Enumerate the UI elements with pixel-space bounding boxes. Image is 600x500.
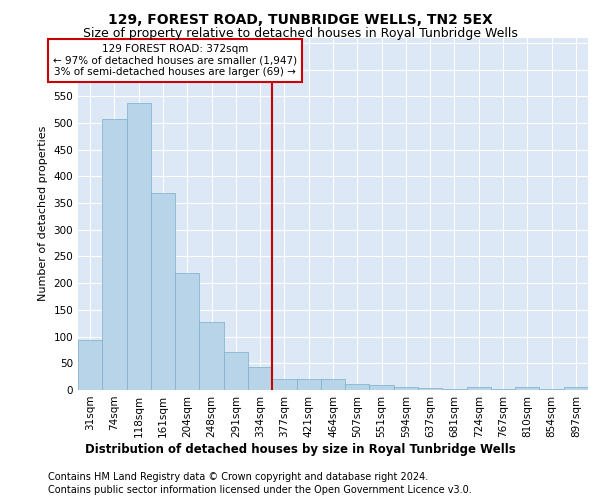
Bar (321, 380, 345, 390)
Bar (345, 384, 370, 390)
Bar (564, 388, 588, 390)
Bar (102, 119, 127, 390)
Bar (151, 193, 175, 390)
Bar (394, 388, 418, 390)
Text: Size of property relative to detached houses in Royal Tunbridge Wells: Size of property relative to detached ho… (83, 28, 517, 40)
Text: 129 FOREST ROAD: 372sqm
← 97% of detached houses are smaller (1,947)
3% of semi-: 129 FOREST ROAD: 372sqm ← 97% of detache… (53, 44, 297, 77)
Bar (224, 352, 248, 390)
Bar (418, 388, 442, 390)
Text: Contains public sector information licensed under the Open Government Licence v3: Contains public sector information licen… (48, 485, 472, 495)
Bar (515, 387, 539, 390)
Text: Contains HM Land Registry data © Crown copyright and database right 2024.: Contains HM Land Registry data © Crown c… (48, 472, 428, 482)
Bar (272, 380, 296, 390)
Text: 129, FOREST ROAD, TUNBRIDGE WELLS, TN2 5EX: 129, FOREST ROAD, TUNBRIDGE WELLS, TN2 5… (107, 12, 493, 26)
Y-axis label: Number of detached properties: Number of detached properties (38, 126, 48, 302)
Bar (127, 103, 151, 390)
Bar (78, 340, 102, 390)
Bar (175, 272, 199, 390)
Bar (442, 389, 467, 390)
Text: Distribution of detached houses by size in Royal Tunbridge Wells: Distribution of detached houses by size … (85, 442, 515, 456)
Bar (467, 388, 491, 390)
Bar (199, 322, 224, 390)
Bar (370, 384, 394, 390)
Bar (296, 380, 321, 390)
Bar (248, 366, 272, 390)
